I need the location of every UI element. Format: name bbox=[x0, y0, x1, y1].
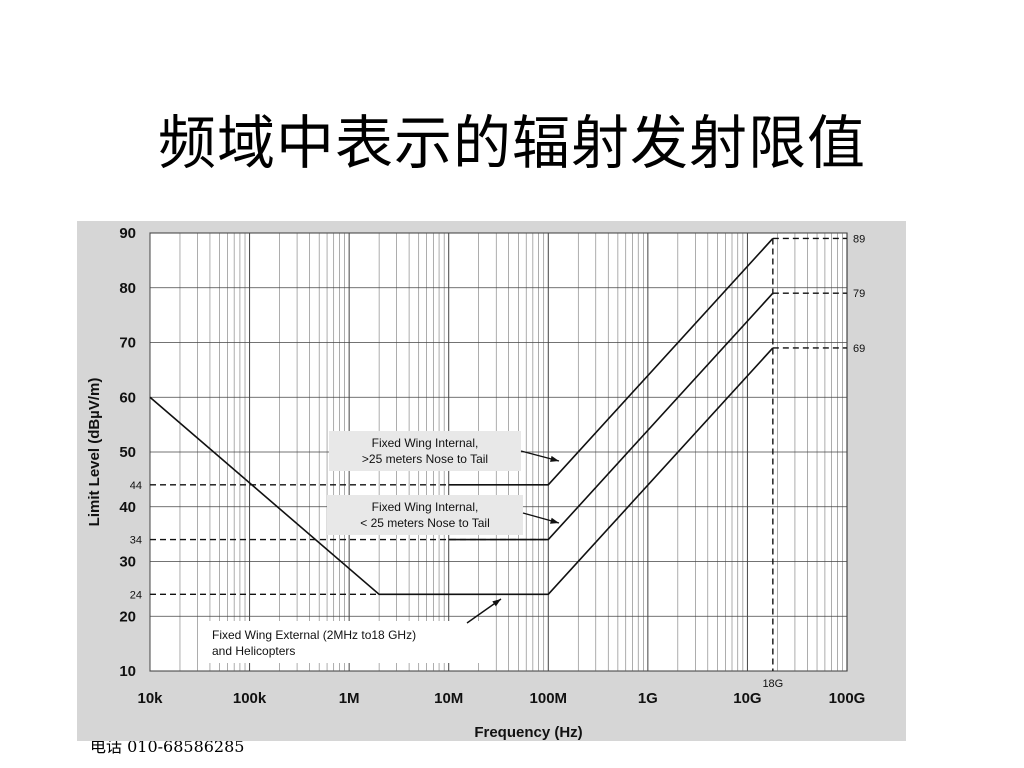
annotation-box bbox=[329, 431, 521, 471]
arrow-head bbox=[550, 455, 559, 462]
x-tick-label: 100M bbox=[530, 690, 568, 707]
y-tick-label: 80 bbox=[119, 280, 136, 297]
x-tick-label: 1G bbox=[638, 690, 658, 707]
slide-title: 频域中表示的辐射发射限值 bbox=[157, 109, 866, 177]
arrow-internal-lt25 bbox=[522, 512, 560, 524]
annotation-box bbox=[327, 495, 523, 535]
annotation-external: Fixed Wing External (2MHz to18 GHz) and H… bbox=[205, 621, 491, 663]
chart-panel: 44 34 24 89 79 69 18G 10 20 30 40 50 60 70 80 90 10k 100… bbox=[77, 221, 906, 741]
limit-curves bbox=[149, 237, 774, 596]
x-tick-label: 10G bbox=[733, 690, 761, 707]
arrow-head bbox=[550, 517, 559, 524]
annotation-internal-gt25: Fixed Wing Internal, >25 meters Nose to T… bbox=[329, 431, 521, 471]
vertical-marker-label: 18G bbox=[762, 678, 783, 690]
annotation-line-1: Fixed Wing Internal, bbox=[372, 500, 479, 514]
annotation-line-2: and Helicopters bbox=[212, 644, 295, 658]
y-tick-label: 70 bbox=[119, 335, 136, 352]
y-tick-label: 10 bbox=[119, 663, 136, 680]
emission-limit-chart: 44 34 24 89 79 69 18G 10 20 30 40 50 60 70 80 90 10k 100… bbox=[86, 225, 865, 741]
y-tick-label: 40 bbox=[119, 499, 136, 516]
annotations: Fixed Wing Internal, >25 meters Nose to T… bbox=[205, 431, 560, 663]
right-marker-label: 89 bbox=[853, 233, 865, 245]
footer-phone: 电话 010-68586285 bbox=[90, 737, 245, 756]
y-tick-label: 90 bbox=[119, 225, 136, 242]
annotation-line-1: Fixed Wing Internal, bbox=[372, 436, 479, 450]
x-tick-label: 100G bbox=[829, 690, 866, 707]
y-tick-label: 60 bbox=[119, 389, 136, 406]
arrow-external bbox=[466, 598, 502, 624]
x-tick-label: 1M bbox=[339, 690, 360, 707]
y-axis-label: Limit Level (dBµV/m) bbox=[86, 378, 103, 527]
limit-curve-internal-lt25 bbox=[448, 292, 774, 541]
limit-curve-external bbox=[149, 347, 774, 596]
y-tick-label: 20 bbox=[119, 608, 136, 625]
annotation-line-2: < 25 meters Nose to Tail bbox=[360, 516, 490, 530]
annotation-box bbox=[205, 621, 491, 663]
left-marker-label: 44 bbox=[130, 480, 142, 492]
left-marker-label: 34 bbox=[130, 535, 142, 547]
x-tick-label: 100k bbox=[233, 690, 267, 707]
y-tick-label: 50 bbox=[119, 444, 136, 461]
y-tick-label: 30 bbox=[119, 554, 136, 571]
annotation-internal-lt25: Fixed Wing Internal, < 25 meters Nose to … bbox=[327, 495, 523, 535]
arrow-internal-gt25 bbox=[520, 450, 560, 462]
x-axis-label: Frequency (Hz) bbox=[474, 724, 582, 741]
arrow-head bbox=[492, 599, 501, 607]
annotation-line-1: Fixed Wing External (2MHz to18 GHz) bbox=[212, 628, 416, 642]
x-tick-label: 10M bbox=[434, 690, 463, 707]
limit-curve-internal-gt25 bbox=[448, 237, 774, 486]
right-marker-label: 69 bbox=[853, 343, 865, 355]
annotation-line-2: >25 meters Nose to Tail bbox=[362, 452, 488, 466]
right-marker-label: 79 bbox=[853, 288, 865, 300]
x-tick-label: 10k bbox=[137, 690, 163, 707]
left-marker-label: 24 bbox=[130, 589, 142, 601]
